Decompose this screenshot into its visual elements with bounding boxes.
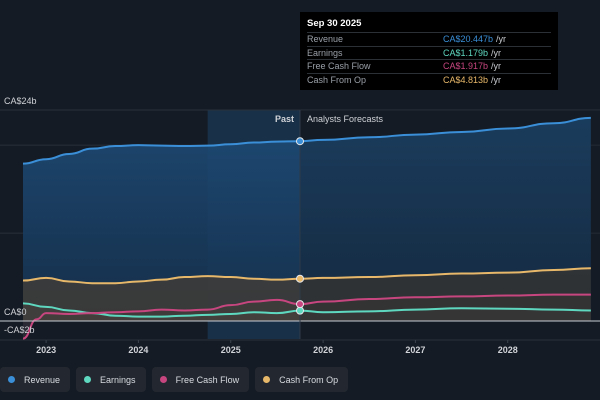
tooltip-value: CA$1.917b (443, 61, 489, 71)
tooltip-value: CA$20.447b (443, 34, 494, 44)
tooltip-label: Cash From Op (307, 74, 367, 85)
y-tick-label: CA$0 (4, 307, 27, 317)
past-label: Past (275, 114, 294, 124)
x-tick-label: 2028 (498, 345, 518, 355)
tooltip-row-cash-from-op: Cash From Op CA$4.813b /yr (307, 72, 551, 87)
free-cash-flow-marker (296, 300, 304, 309)
y-tick-label: CA$24b (4, 96, 37, 106)
legend-item-earnings[interactable]: Earnings (76, 367, 146, 392)
tooltip-row-earnings: Earnings CA$1.179b /yr (307, 45, 551, 60)
tooltip-row-free-cash-flow: Free Cash Flow CA$1.917b /yr (307, 59, 551, 73)
tooltip: Sep 30 2025 Revenue CA$20.447b /yr Earni… (300, 12, 558, 90)
dot-icon (159, 376, 167, 383)
dot-icon (84, 376, 92, 383)
tooltip-unit: /yr (496, 34, 507, 44)
x-tick-label: 2023 (36, 345, 56, 355)
hover-markers (296, 137, 304, 315)
x-axis-labels: 2023 2024 2025 2026 2027 2028 (36, 340, 518, 355)
tooltip-value: CA$1.179b (443, 47, 489, 58)
chart: Past Analysts Forecasts CA$24b CA$0 -CA$2b… (0, 96, 600, 355)
revenue-area (23, 117, 591, 321)
forecast-shade (300, 110, 600, 339)
dot-icon (263, 376, 271, 383)
legend-item-revenue[interactable]: Revenue (0, 367, 71, 392)
revenue-marker (296, 137, 304, 146)
tooltip-label: Free Cash Flow (307, 61, 371, 71)
legend-item-cash-from-op[interactable]: Cash From Op (255, 367, 349, 392)
revenue-line (22, 116, 591, 165)
tooltip-unit: /yr (491, 74, 502, 85)
earnings-marker (296, 306, 304, 315)
free-cash-flow-line (22, 293, 591, 340)
forecast-label: Analysts Forecasts (307, 114, 384, 124)
legend-label: Revenue (24, 374, 61, 385)
legend-label: Free Cash Flow (175, 374, 240, 385)
legend-item-free-cash-flow[interactable]: Free Cash Flow (151, 367, 250, 392)
tooltip-unit: /yr (491, 61, 502, 71)
tooltip-label: Revenue (307, 34, 344, 44)
cash-from-op-marker (296, 274, 304, 283)
legend-label: Cash From Op (279, 374, 339, 385)
dot-icon (8, 376, 15, 383)
y-tick-label: -CA$2b (4, 325, 35, 335)
legend-label: Earnings (100, 374, 136, 385)
x-tick-label: 2027 (405, 345, 425, 355)
legend: Revenue Earnings Free Cash Flow Cash Fro… (0, 367, 349, 392)
tooltip-row-revenue: Revenue CA$20.447b /yr (307, 32, 551, 46)
tooltip-value: CA$4.813b (443, 74, 489, 85)
tooltip-label: Earnings (307, 47, 343, 58)
x-tick-label: 2025 (221, 345, 241, 355)
tooltip-unit: /yr (491, 47, 502, 58)
series-lines (22, 116, 591, 340)
x-tick-label: 2026 (313, 345, 333, 355)
tooltip-date: Sep 30 2025 (307, 18, 362, 29)
y-axis-labels: CA$24b CA$0 -CA$2b (4, 96, 37, 335)
x-tick-label: 2024 (128, 345, 148, 355)
cash-from-op-line (22, 267, 591, 285)
